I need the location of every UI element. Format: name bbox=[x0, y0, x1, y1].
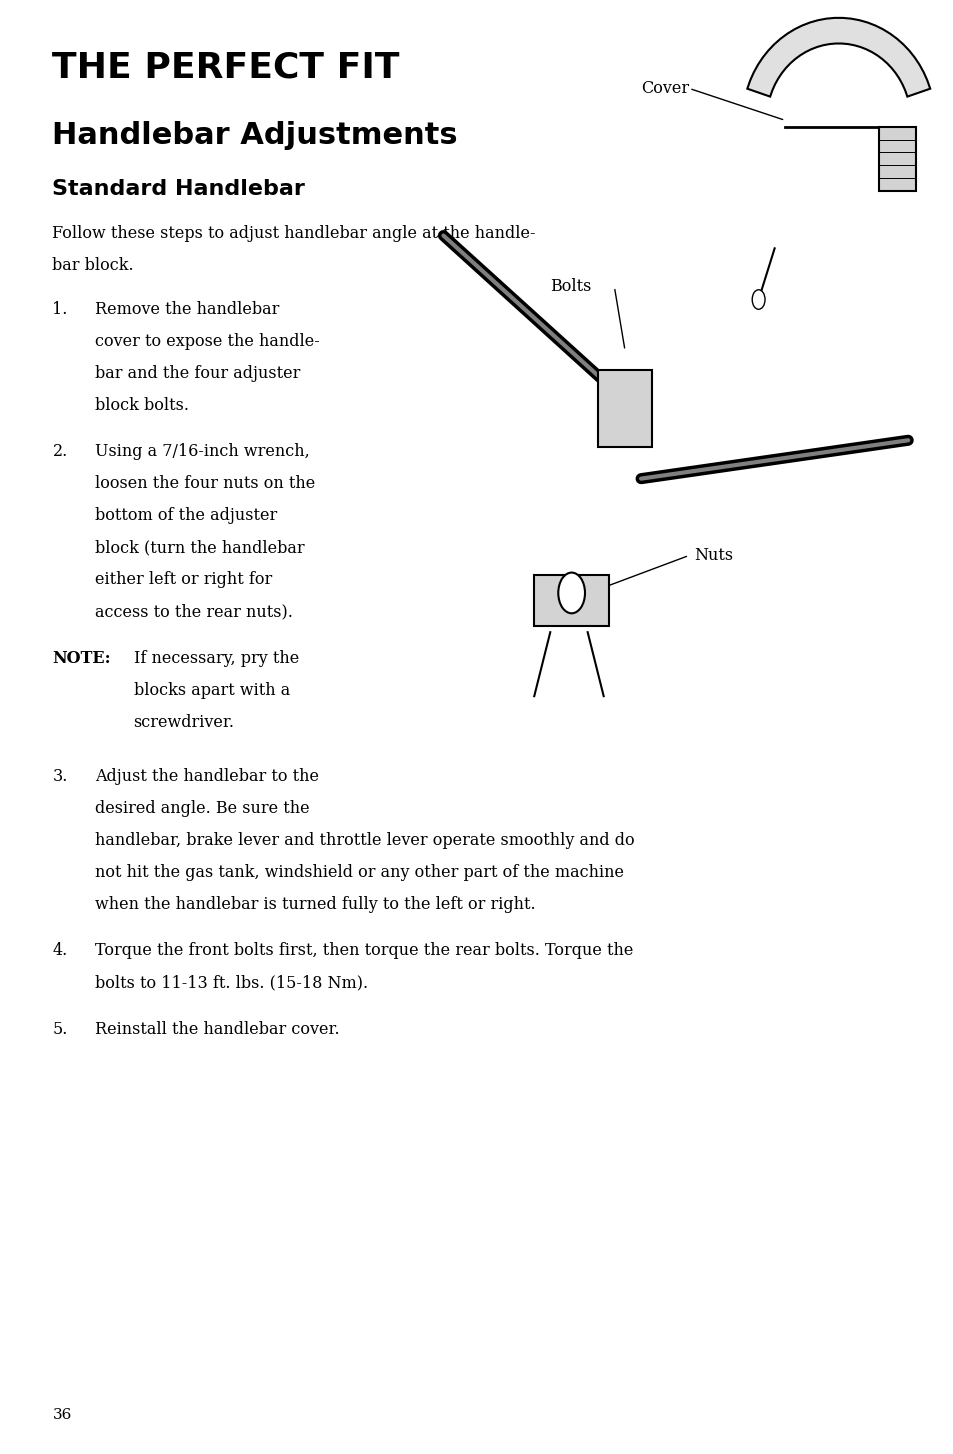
Text: bottom of the adjuster: bottom of the adjuster bbox=[95, 507, 277, 525]
Text: Handlebar Adjustments: Handlebar Adjustments bbox=[52, 121, 457, 150]
Text: when the handlebar is turned fully to the left or right.: when the handlebar is turned fully to th… bbox=[95, 896, 536, 913]
Text: NOTE:: NOTE: bbox=[52, 650, 111, 667]
Text: bar and the four adjuster: bar and the four adjuster bbox=[95, 365, 300, 382]
Text: Using a 7/16-inch wrench,: Using a 7/16-inch wrench, bbox=[95, 443, 310, 461]
Text: bolts to 11-13 ft. lbs. (15-18 Nm).: bolts to 11-13 ft. lbs. (15-18 Nm). bbox=[95, 974, 368, 992]
Text: 1.: 1. bbox=[52, 301, 68, 318]
Text: loosen the four nuts on the: loosen the four nuts on the bbox=[95, 475, 315, 493]
Text: block (turn the handlebar: block (turn the handlebar bbox=[95, 539, 305, 557]
Text: either left or right for: either left or right for bbox=[95, 571, 273, 589]
Circle shape bbox=[751, 289, 764, 310]
Text: blocks apart with a: blocks apart with a bbox=[133, 682, 290, 699]
Text: bar block.: bar block. bbox=[52, 257, 134, 275]
Text: desired angle. Be sure the: desired angle. Be sure the bbox=[95, 800, 310, 817]
Text: not hit the gas tank, windshield or any other part of the machine: not hit the gas tank, windshield or any … bbox=[95, 864, 624, 881]
Text: Bolts: Bolts bbox=[550, 278, 591, 295]
Text: cover to expose the handle-: cover to expose the handle- bbox=[95, 333, 320, 350]
Text: Torque the front bolts first, then torque the rear bolts. Torque the: Torque the front bolts first, then torqu… bbox=[95, 942, 633, 960]
Text: 36: 36 bbox=[52, 1407, 71, 1422]
Text: access to the rear nuts).: access to the rear nuts). bbox=[95, 603, 293, 621]
Bar bbox=[878, 126, 915, 190]
Text: If necessary, pry the: If necessary, pry the bbox=[133, 650, 298, 667]
Text: Adjust the handlebar to the: Adjust the handlebar to the bbox=[95, 768, 319, 785]
Text: 2.: 2. bbox=[52, 443, 68, 461]
PathPatch shape bbox=[746, 17, 929, 96]
Circle shape bbox=[558, 573, 584, 614]
Text: 4.: 4. bbox=[52, 942, 68, 960]
Text: screwdriver.: screwdriver. bbox=[133, 714, 234, 731]
Text: Standard Handlebar: Standard Handlebar bbox=[52, 179, 305, 199]
Text: Reinstall the handlebar cover.: Reinstall the handlebar cover. bbox=[95, 1021, 339, 1038]
Text: block bolts.: block bolts. bbox=[95, 397, 190, 414]
Text: 5.: 5. bbox=[52, 1021, 68, 1038]
Bar bbox=[534, 574, 608, 625]
Text: Remove the handlebar: Remove the handlebar bbox=[95, 301, 279, 318]
Text: Follow these steps to adjust handlebar angle at the handle-: Follow these steps to adjust handlebar a… bbox=[52, 225, 536, 243]
Text: handlebar, brake lever and throttle lever operate smoothly and do: handlebar, brake lever and throttle leve… bbox=[95, 832, 635, 849]
Text: Nuts: Nuts bbox=[694, 547, 733, 564]
Text: THE PERFECT FIT: THE PERFECT FIT bbox=[52, 51, 399, 84]
Text: Cover: Cover bbox=[640, 80, 688, 97]
Text: 3.: 3. bbox=[52, 768, 68, 785]
Bar bbox=[598, 369, 651, 446]
